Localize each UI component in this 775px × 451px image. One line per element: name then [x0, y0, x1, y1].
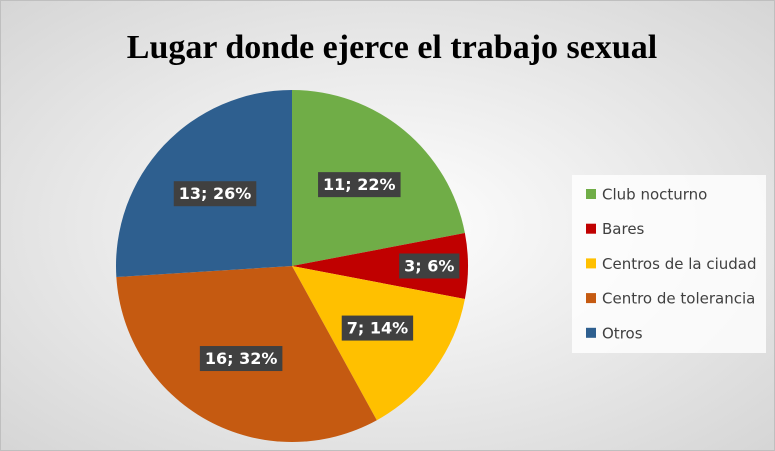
data-label-box	[399, 253, 460, 279]
legend-label: Centros de la ciudad	[602, 255, 757, 273]
chart-title: Lugar donde ejerce el trabajo sexual	[127, 29, 657, 66]
legend-label: Club nocturno	[602, 186, 707, 204]
legend-label: Centro de tolerancia	[602, 290, 755, 308]
legend-box	[572, 175, 766, 353]
data-label-box	[199, 346, 283, 372]
legend-swatch	[586, 327, 596, 338]
legend-label: Bares	[602, 220, 645, 238]
data-label-box	[341, 315, 414, 341]
pie-slice	[292, 266, 465, 421]
data-label: 11; 22%	[323, 175, 396, 194]
data-label: 13; 26%	[179, 184, 252, 203]
data-label: 16; 32%	[205, 349, 278, 368]
data-label: 7; 14%	[347, 319, 408, 338]
data-label: 3; 6%	[404, 257, 454, 276]
data-label-box	[173, 181, 257, 207]
data-label-box	[318, 172, 401, 198]
legend-swatch	[586, 223, 596, 234]
legend-swatch	[586, 293, 596, 304]
pie-slice	[292, 233, 469, 299]
legend-swatch	[586, 189, 596, 199]
legend-label: Otros	[602, 324, 643, 342]
legend-swatch	[586, 258, 596, 269]
